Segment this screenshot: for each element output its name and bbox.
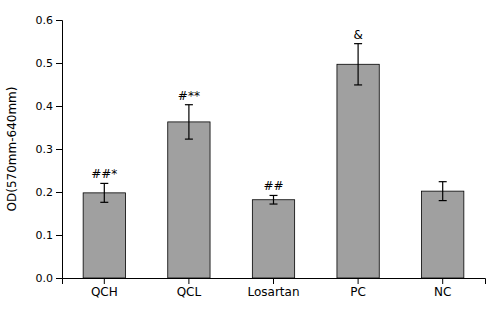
y-axis-title: OD(570mm-640mm): [5, 87, 19, 212]
error-bar-stem: [273, 195, 274, 204]
annotations: ##* #** ## &: [91, 28, 363, 194]
error-bar-stem: [188, 105, 189, 139]
error-bar-cap: [100, 202, 108, 203]
bar: [168, 122, 210, 278]
bar: [252, 200, 294, 278]
annotation: ##*: [91, 167, 117, 181]
x-tick-label: PC: [350, 285, 366, 299]
y-tick: 0.4: [36, 100, 63, 113]
x-tick: Losartan: [247, 278, 299, 299]
error-bar-cap: [354, 84, 362, 85]
error-bar-stem: [104, 183, 105, 202]
error-bar: [100, 183, 108, 202]
error-bar: [270, 195, 278, 204]
y-tick: 0.1: [36, 229, 63, 242]
x-tick: QCL: [177, 278, 202, 299]
chart: ##*#**##&QCHQCLLosartanPCNC0.00.10.20.30…: [0, 0, 500, 313]
error-bar-cap: [354, 43, 362, 44]
plot: ##*#**##&QCHQCLLosartanPCNC0.00.10.20.30…: [36, 14, 486, 299]
error-bar-cap: [185, 139, 193, 140]
y-tick: 0.3: [36, 143, 63, 156]
x-axis-line: [63, 279, 486, 285]
error-bar-cap: [439, 200, 447, 201]
y-tick-label: 0.1: [36, 229, 54, 242]
x-tick-mark: [104, 278, 105, 284]
x-tick-mark: [273, 278, 274, 284]
y-tick-label: 0.4: [36, 100, 54, 113]
y-tick-label: 0.6: [36, 14, 54, 27]
x-tick-label: QCL: [177, 285, 202, 299]
x-tick-label: QCH: [91, 285, 118, 299]
y-tick-mark: [56, 20, 62, 21]
bar: [83, 193, 125, 278]
y-tick-label: 0.3: [36, 143, 54, 156]
x-tick-mark: [188, 278, 189, 284]
error-bar-cap: [100, 183, 108, 184]
x-tick: NC: [434, 278, 451, 299]
error-bar-cap: [185, 104, 193, 105]
x-tick-mark: [358, 278, 359, 284]
y-tick-mark: [56, 278, 62, 279]
y-tick: 0.6: [36, 14, 63, 27]
error-bar-cap: [270, 195, 278, 196]
x-tick: QCH: [91, 278, 118, 299]
y-tick-label: 0.2: [36, 186, 54, 199]
y-tick-mark: [56, 192, 62, 193]
x-tick-label: NC: [434, 285, 451, 299]
bar: [422, 191, 464, 278]
y-tick-mark: [56, 106, 62, 107]
y-tick: 0.5: [36, 57, 63, 70]
annotation: ##: [263, 179, 283, 193]
error-bar: [439, 182, 447, 201]
x-tick-label: Losartan: [247, 285, 299, 299]
bar: [337, 64, 379, 278]
error-bar-stem: [442, 182, 443, 201]
y-tick: 0.0: [36, 272, 63, 285]
y-axis-line: [56, 21, 63, 279]
y-axis: 0.0 0.1 0.2 0.3 0.4 0.5 0.6: [36, 14, 63, 285]
annotation: #**: [178, 89, 200, 103]
error-bar: [185, 105, 193, 139]
y-tick-label: 0.0: [36, 272, 54, 285]
error-bar-stem: [358, 44, 359, 85]
error-bar-cap: [439, 181, 447, 182]
annotation: &: [353, 28, 362, 42]
error-bar: [354, 44, 362, 85]
error-bar-cap: [270, 203, 278, 204]
y-tick-mark: [56, 235, 62, 236]
y-tick-mark: [56, 149, 62, 150]
y-tick-mark: [56, 63, 62, 64]
x-tick-mark: [442, 278, 443, 284]
marks: [83, 44, 464, 278]
x-tick: PC: [350, 278, 366, 299]
y-tick-label: 0.5: [36, 57, 54, 70]
y-tick: 0.2: [36, 186, 63, 199]
x-axis: QCH QCL Losartan PC NC: [63, 278, 486, 299]
